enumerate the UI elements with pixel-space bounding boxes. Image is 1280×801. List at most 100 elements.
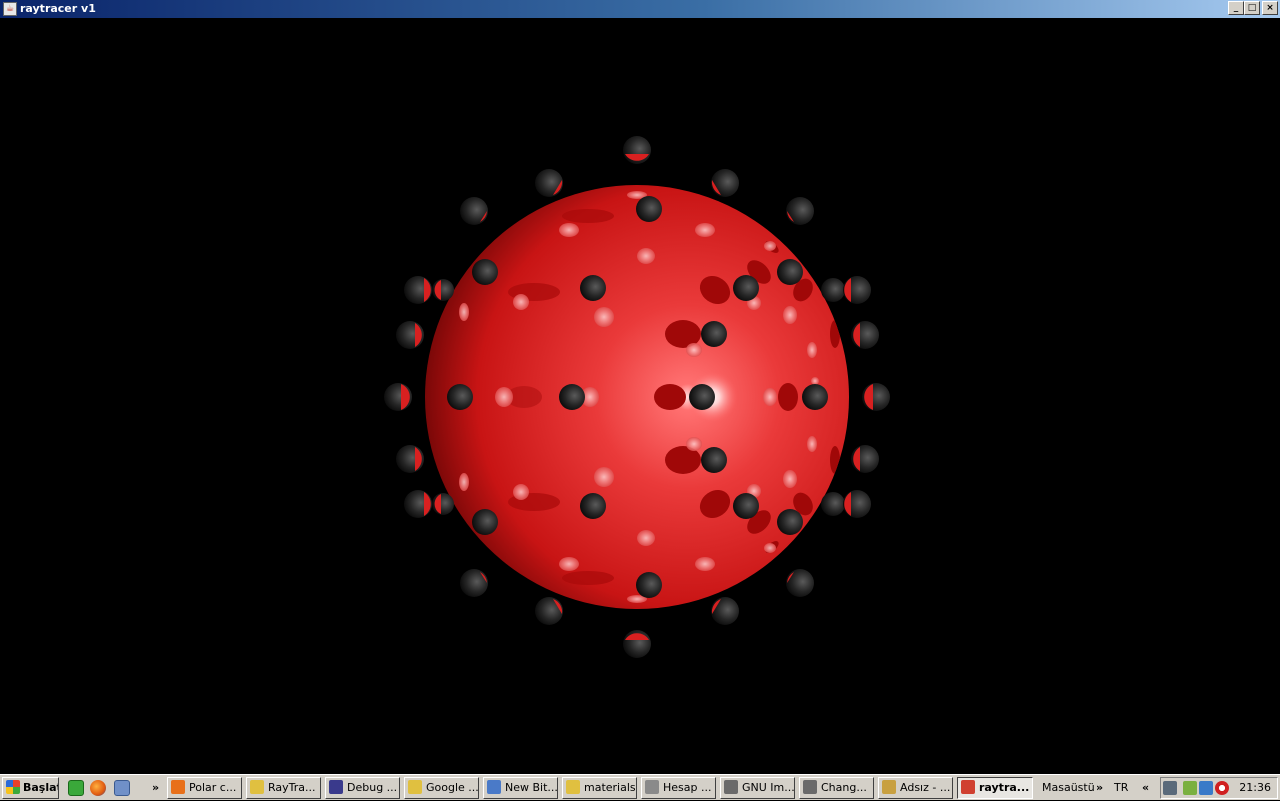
reflection [763,388,777,406]
reflection [637,530,655,546]
taskbar-button[interactable]: Polar c... [167,777,242,799]
outer-spheres [384,136,890,658]
shadow [699,275,731,305]
taskbar-button[interactable]: Debug ... [325,777,400,799]
network-icon[interactable] [1183,781,1197,795]
taskbar-button-label: New Bit... [505,781,558,794]
taskbar-button[interactable]: Hesap ... [641,777,716,799]
reflection [495,387,513,407]
quick-launch-overflow[interactable]: » [152,781,160,794]
taskbar-button[interactable]: Adsız - ... [878,777,953,799]
firefox-icon[interactable] [90,780,106,796]
small-sphere [733,275,759,301]
small-sphere [777,259,803,285]
outer-sphere [843,490,871,518]
show-desktop-icon[interactable] [114,780,130,796]
taskbar-button[interactable]: Google ... [404,777,479,799]
shadow [778,383,798,411]
monitor-icon[interactable] [1163,781,1177,795]
reflections [459,191,819,603]
folder-window-icon [487,780,501,794]
small-sphere [580,275,606,301]
outer-sphere [384,383,412,411]
reflection [764,543,776,553]
small-sphere [821,492,845,516]
reflection [459,303,469,321]
small-sphere [701,321,727,347]
taskbar-button-label: Adsız - ... [900,781,951,794]
small-sphere [472,259,498,285]
shadow [830,320,840,348]
taskbar-button[interactable]: Chang... [799,777,874,799]
taskbar-button[interactable]: New Bit... [483,777,558,799]
tray-collapse-button[interactable]: « [1142,781,1150,794]
start-button[interactable]: Başlat [2,777,59,799]
taskbar-button[interactable]: RayTra... [246,777,321,799]
eclipse-icon [329,780,343,794]
reflection [695,223,715,237]
outer-sphere [711,597,739,625]
reflection [627,191,647,199]
taskbar-button[interactable]: GNU Im... [720,777,795,799]
taskbar-button[interactable]: materials [562,777,637,799]
reflection [783,306,797,324]
paint-icon [882,780,896,794]
outer-sphere [460,569,488,597]
shadow [562,209,614,223]
outer-sphere [535,597,563,625]
small-sphere [689,384,715,410]
reflection [594,307,614,327]
outer-sphere [851,321,879,349]
firefox-icon [171,780,185,794]
language-indicator[interactable]: TR [1114,781,1129,794]
small-sphere [559,384,585,410]
shadow [654,384,686,410]
desktop-toolbar-overflow[interactable]: » [1096,781,1104,794]
desktop-toolbar-label[interactable]: Masaüstü [1042,781,1095,794]
outer-sphere [535,169,563,197]
clock[interactable]: 21:36 [1239,781,1271,794]
reflection [764,241,776,251]
taskbar-button-label: GNU Im... [742,781,795,794]
small-sphere [447,384,473,410]
raytrace-scene [384,136,890,658]
java-file-icon [250,780,264,794]
start-label: Başlat [23,781,59,794]
java-file-icon [566,780,580,794]
reflection [695,557,715,571]
shadow [830,446,840,474]
reflection [594,467,614,487]
taskbar-button-label: RayTra... [268,781,316,794]
taskbar-button-label: Hesap ... [663,781,712,794]
reflection [686,437,702,451]
maximize-button[interactable]: □ [1244,1,1260,15]
outer-sphere [460,197,488,225]
utorrent-icon[interactable] [68,780,84,796]
taskbar-button-label: Debug ... [347,781,398,794]
taskbar-button-label: Google ... [426,781,479,794]
reflection [627,595,647,603]
java-app-icon [961,780,975,794]
outer-sphere [862,383,890,411]
small-sphere [636,196,662,222]
system-tray: 21:36 [1160,777,1278,799]
gimp-icon [724,780,738,794]
window-title-bar[interactable]: ☕ raytracer v1 _ □ × [0,0,1280,18]
outer-sphere [786,569,814,597]
minimize-button[interactable]: _ [1228,1,1244,15]
render-canvas [0,18,1280,774]
outer-sphere [711,169,739,197]
close-button[interactable]: × [1262,1,1278,15]
reflection [559,223,579,237]
calculator-icon [645,780,659,794]
taskbar-button[interactable]: raytra... [957,777,1033,799]
security-alert-icon[interactable] [1215,781,1229,795]
shadow [562,571,614,585]
outer-sphere [843,276,871,304]
shadow [793,278,813,302]
connection-icon[interactable] [1199,781,1213,795]
reflection [807,436,817,452]
small-sphere [580,493,606,519]
java-app-icon[interactable]: ☕ [3,2,17,16]
windows-flag-icon [6,780,20,794]
